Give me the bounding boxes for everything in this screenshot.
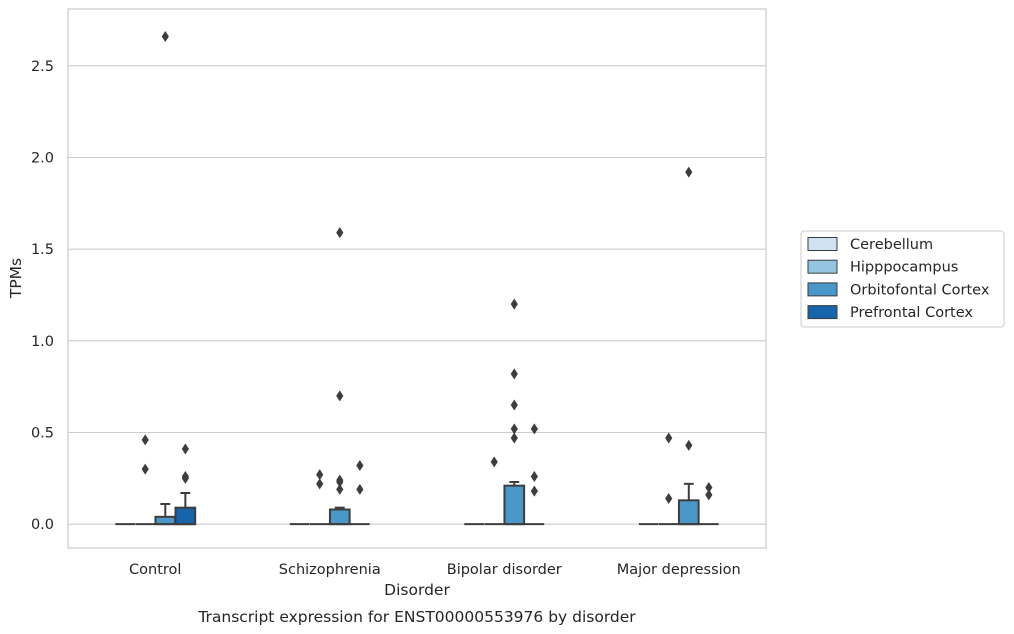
outlier-point bbox=[490, 456, 498, 468]
y-tick-labels: 0.0 0.5 1.0 1.5 2.0 2.5 bbox=[31, 59, 54, 533]
outlier-points bbox=[141, 31, 713, 504]
outlier-point bbox=[316, 469, 324, 481]
y-tick-label: 0.5 bbox=[31, 426, 54, 442]
y-tick-label: 1.0 bbox=[31, 334, 54, 350]
legend-label: Orbitofontal Cortex bbox=[850, 282, 990, 298]
outlier-point bbox=[665, 432, 673, 444]
legend-label: Hipppocampus bbox=[850, 260, 958, 276]
outlier-point bbox=[336, 227, 344, 239]
y-axis-label: TPMs bbox=[7, 258, 25, 299]
chart-caption: Transcript expression for ENST0000055397… bbox=[197, 608, 636, 626]
y-tick-label: 1.5 bbox=[31, 242, 54, 258]
legend-frame bbox=[800, 230, 1005, 328]
legend: Cerebellum Hipppocampus Orbitofontal Corte… bbox=[800, 230, 1005, 328]
outlier-point bbox=[336, 390, 344, 402]
plot-frame bbox=[67, 8, 767, 549]
outlier-point bbox=[336, 483, 344, 495]
outlier-point bbox=[510, 399, 518, 411]
box-body bbox=[154, 515, 177, 526]
outlier-point bbox=[705, 489, 713, 501]
x-tick-label: Control bbox=[129, 562, 181, 578]
legend-swatch bbox=[807, 259, 838, 274]
box-body bbox=[503, 484, 526, 526]
outlier-point bbox=[316, 478, 324, 490]
outlier-point bbox=[356, 483, 364, 495]
outlier-point bbox=[510, 298, 518, 310]
legend-swatch bbox=[807, 305, 838, 320]
x-tick-label: Schizophrenia bbox=[279, 562, 381, 578]
box-body bbox=[677, 499, 700, 526]
outlier-point bbox=[530, 423, 538, 435]
box-body bbox=[174, 506, 197, 526]
outlier-point bbox=[510, 423, 518, 435]
x-tick-label: Bipolar disorder bbox=[447, 562, 562, 578]
legend-label: Cerebellum bbox=[850, 237, 933, 253]
outlier-point bbox=[705, 482, 713, 493]
x-tick-labels: Control Schizophrenia Bipolar disorder Majo… bbox=[129, 562, 741, 578]
outlier-point bbox=[685, 439, 693, 451]
x-tick-label: Major depression bbox=[617, 562, 741, 578]
x-axis-label: Disorder bbox=[384, 581, 450, 599]
outlier-point bbox=[181, 443, 189, 455]
y-tick-label: 0.0 bbox=[31, 517, 54, 533]
outlier-point bbox=[685, 166, 693, 178]
outlier-point bbox=[141, 463, 149, 475]
box-body bbox=[328, 508, 351, 526]
outlier-point bbox=[530, 485, 538, 497]
outlier-point bbox=[181, 472, 189, 484]
legend-swatch bbox=[807, 237, 838, 251]
outlier-point bbox=[530, 471, 538, 482]
box-series bbox=[115, 481, 719, 526]
legend-swatch bbox=[807, 282, 838, 297]
outlier-point bbox=[510, 432, 518, 444]
legend-label: Prefrontal Cortex bbox=[850, 305, 973, 321]
outlier-point bbox=[356, 460, 364, 471]
outlier-point bbox=[161, 31, 169, 42]
outlier-point bbox=[665, 493, 673, 504]
outlier-point bbox=[510, 368, 518, 380]
y-tick-label: 2.0 bbox=[31, 151, 54, 167]
outlier-point bbox=[336, 474, 344, 486]
outlier-point bbox=[141, 434, 149, 446]
y-tick-label: 2.5 bbox=[31, 59, 54, 75]
